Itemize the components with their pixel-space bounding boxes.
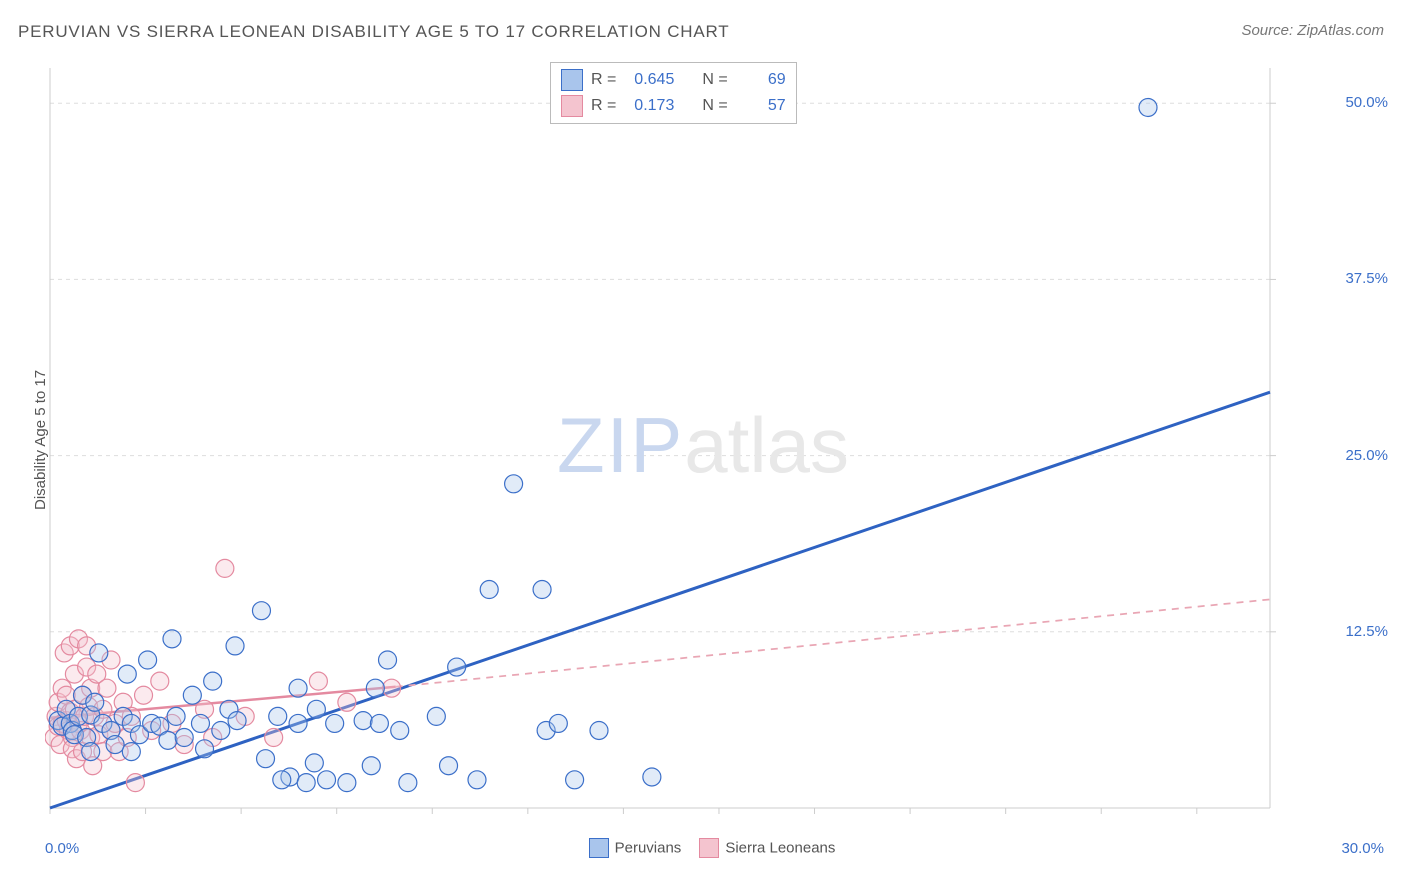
stat-n-value: 57 xyxy=(736,97,786,115)
y-tick-label: 25.0% xyxy=(1345,447,1388,464)
chart-title: PERUVIAN VS SIERRA LEONEAN DISABILITY AG… xyxy=(18,22,729,42)
legend-label: Peruvians xyxy=(615,840,682,857)
stats-legend-box: R = 0.645 N = 69 R = 0.173 N = 57 xyxy=(550,62,797,124)
y-tick-label: 12.5% xyxy=(1345,623,1388,640)
scatter-plot xyxy=(45,60,1325,820)
y-tick-label: 37.5% xyxy=(1345,270,1388,287)
stat-n-label: N = xyxy=(702,97,727,115)
stats-legend-row: R = 0.173 N = 57 xyxy=(561,93,786,119)
y-tick-label: 50.0% xyxy=(1345,94,1388,111)
legend-swatch xyxy=(561,95,583,117)
stat-r-value: 0.173 xyxy=(624,97,674,115)
stat-r-label: R = xyxy=(591,97,616,115)
legend-swatch xyxy=(561,69,583,91)
source-attribution: Source: ZipAtlas.com xyxy=(1241,22,1384,39)
stat-r-value: 0.645 xyxy=(624,71,674,89)
stat-r-label: R = xyxy=(591,71,616,89)
legend-swatch xyxy=(699,838,719,858)
legend-label: Sierra Leoneans xyxy=(725,840,835,857)
legend-swatch xyxy=(589,838,609,858)
stat-n-value: 69 xyxy=(736,71,786,89)
series-legend: Peruvians Sierra Leoneans xyxy=(0,838,1406,858)
stat-n-label: N = xyxy=(702,71,727,89)
stats-legend-row: R = 0.645 N = 69 xyxy=(561,67,786,93)
